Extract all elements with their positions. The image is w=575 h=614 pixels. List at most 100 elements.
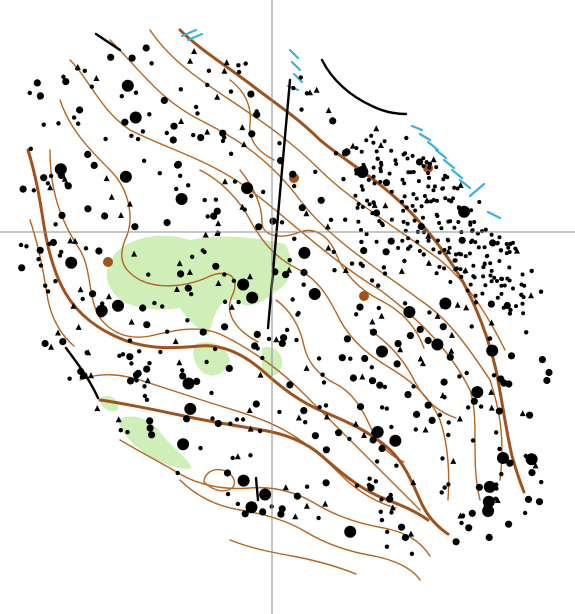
- boulder: [200, 248, 205, 253]
- boulder-field-dot: [431, 198, 436, 202]
- boulder: [59, 338, 67, 346]
- boulder: [403, 306, 416, 318]
- boulder: [459, 520, 464, 526]
- boulder: [427, 310, 432, 315]
- stony-ground-mark: [422, 426, 429, 433]
- boulder: [284, 327, 290, 333]
- stony-ground-mark: [408, 530, 414, 537]
- boulder-field-dot: [359, 149, 364, 154]
- stony-ground-mark: [286, 266, 292, 273]
- boulder: [121, 79, 134, 92]
- boulder-field-dot: [489, 268, 494, 273]
- boulder-field-dot: [403, 151, 408, 156]
- boulder: [505, 520, 513, 528]
- stony-ground-mark: [70, 302, 77, 309]
- boulder: [18, 242, 24, 248]
- boulder-field-dot: [473, 293, 478, 298]
- boulder: [494, 430, 499, 435]
- boulder: [59, 249, 64, 255]
- boulder-field-dot: [442, 266, 447, 271]
- boulder: [198, 445, 203, 451]
- boulder: [269, 217, 277, 225]
- boulder-field-dot: [437, 221, 442, 225]
- boulder-field-dot: [453, 252, 458, 257]
- boulder: [38, 263, 44, 268]
- boulder: [497, 446, 502, 452]
- boulder-field-dot: [468, 220, 473, 225]
- boulder: [406, 332, 414, 340]
- stony-ground-mark: [313, 86, 320, 93]
- boulder-field-dot: [387, 171, 392, 176]
- boulder: [146, 417, 154, 425]
- boulder-field-dot: [369, 133, 374, 138]
- boulder: [146, 272, 151, 277]
- stony-ground-mark: [295, 414, 302, 421]
- boulder-field-dot: [491, 240, 496, 245]
- stony-ground-mark: [456, 415, 463, 422]
- boulder: [483, 480, 496, 493]
- boulder: [31, 188, 36, 193]
- boulder: [177, 438, 190, 451]
- boulder-field-dot: [443, 196, 448, 201]
- boulder: [157, 171, 162, 176]
- boulder: [498, 248, 504, 253]
- boulder-field-dot: [426, 238, 431, 243]
- stony-ground-mark: [215, 280, 222, 286]
- contour-line: [79, 374, 397, 509]
- stony-ground-mark: [397, 346, 404, 353]
- boulder: [197, 134, 205, 142]
- stony-ground-mark: [419, 360, 426, 367]
- boulder: [522, 510, 528, 516]
- boulder: [255, 223, 263, 231]
- open-land-area: [118, 416, 192, 469]
- boulder-field-dot: [366, 177, 371, 182]
- boulder: [56, 121, 61, 126]
- boulder: [475, 483, 483, 491]
- stony-ground-mark: [186, 268, 193, 275]
- boulder: [417, 223, 425, 231]
- boulder: [379, 405, 385, 410]
- stony-ground-mark: [67, 237, 74, 244]
- contour-line: [229, 79, 275, 161]
- boulder: [374, 459, 380, 464]
- boulder-field-dot: [367, 202, 372, 207]
- boulder: [291, 85, 296, 91]
- boulder: [439, 323, 447, 331]
- boulder: [18, 264, 26, 272]
- boulder: [508, 307, 513, 313]
- boulder: [332, 268, 337, 273]
- boulder-field-dot: [521, 295, 526, 300]
- stony-ground-mark: [228, 303, 235, 310]
- boulder-field-dot: [443, 174, 448, 179]
- boulder: [446, 482, 451, 487]
- boulder: [458, 236, 466, 244]
- boulder: [241, 510, 249, 518]
- boulder: [132, 371, 141, 379]
- boulder-field-dot: [394, 161, 399, 166]
- boulder: [45, 289, 51, 294]
- boulder-field-dot: [511, 286, 515, 291]
- boulder: [259, 488, 272, 501]
- boulder: [369, 436, 377, 444]
- boulder: [524, 330, 529, 335]
- boulder-field-dot: [446, 238, 451, 243]
- boulder: [165, 329, 170, 334]
- boulder-field-dot: [406, 236, 411, 241]
- boulder: [343, 217, 348, 222]
- boulder-field-dot: [393, 158, 398, 163]
- boulder-field-dot: [421, 215, 425, 220]
- boulder: [415, 158, 424, 166]
- boulder-field-dot: [495, 295, 500, 300]
- boulder-field-dot: [427, 175, 431, 180]
- marsh-layer: [180, 28, 502, 220]
- boulder: [343, 335, 351, 343]
- boulder: [495, 407, 503, 415]
- boulder: [76, 106, 84, 114]
- boulder-field-dot: [359, 184, 364, 189]
- stony-ground-mark: [323, 413, 330, 420]
- marsh-hatch: [468, 182, 502, 220]
- boulder: [67, 376, 72, 381]
- boulder-field-dot: [389, 148, 394, 153]
- boulder: [393, 360, 401, 368]
- boulder-field-dot: [364, 232, 369, 237]
